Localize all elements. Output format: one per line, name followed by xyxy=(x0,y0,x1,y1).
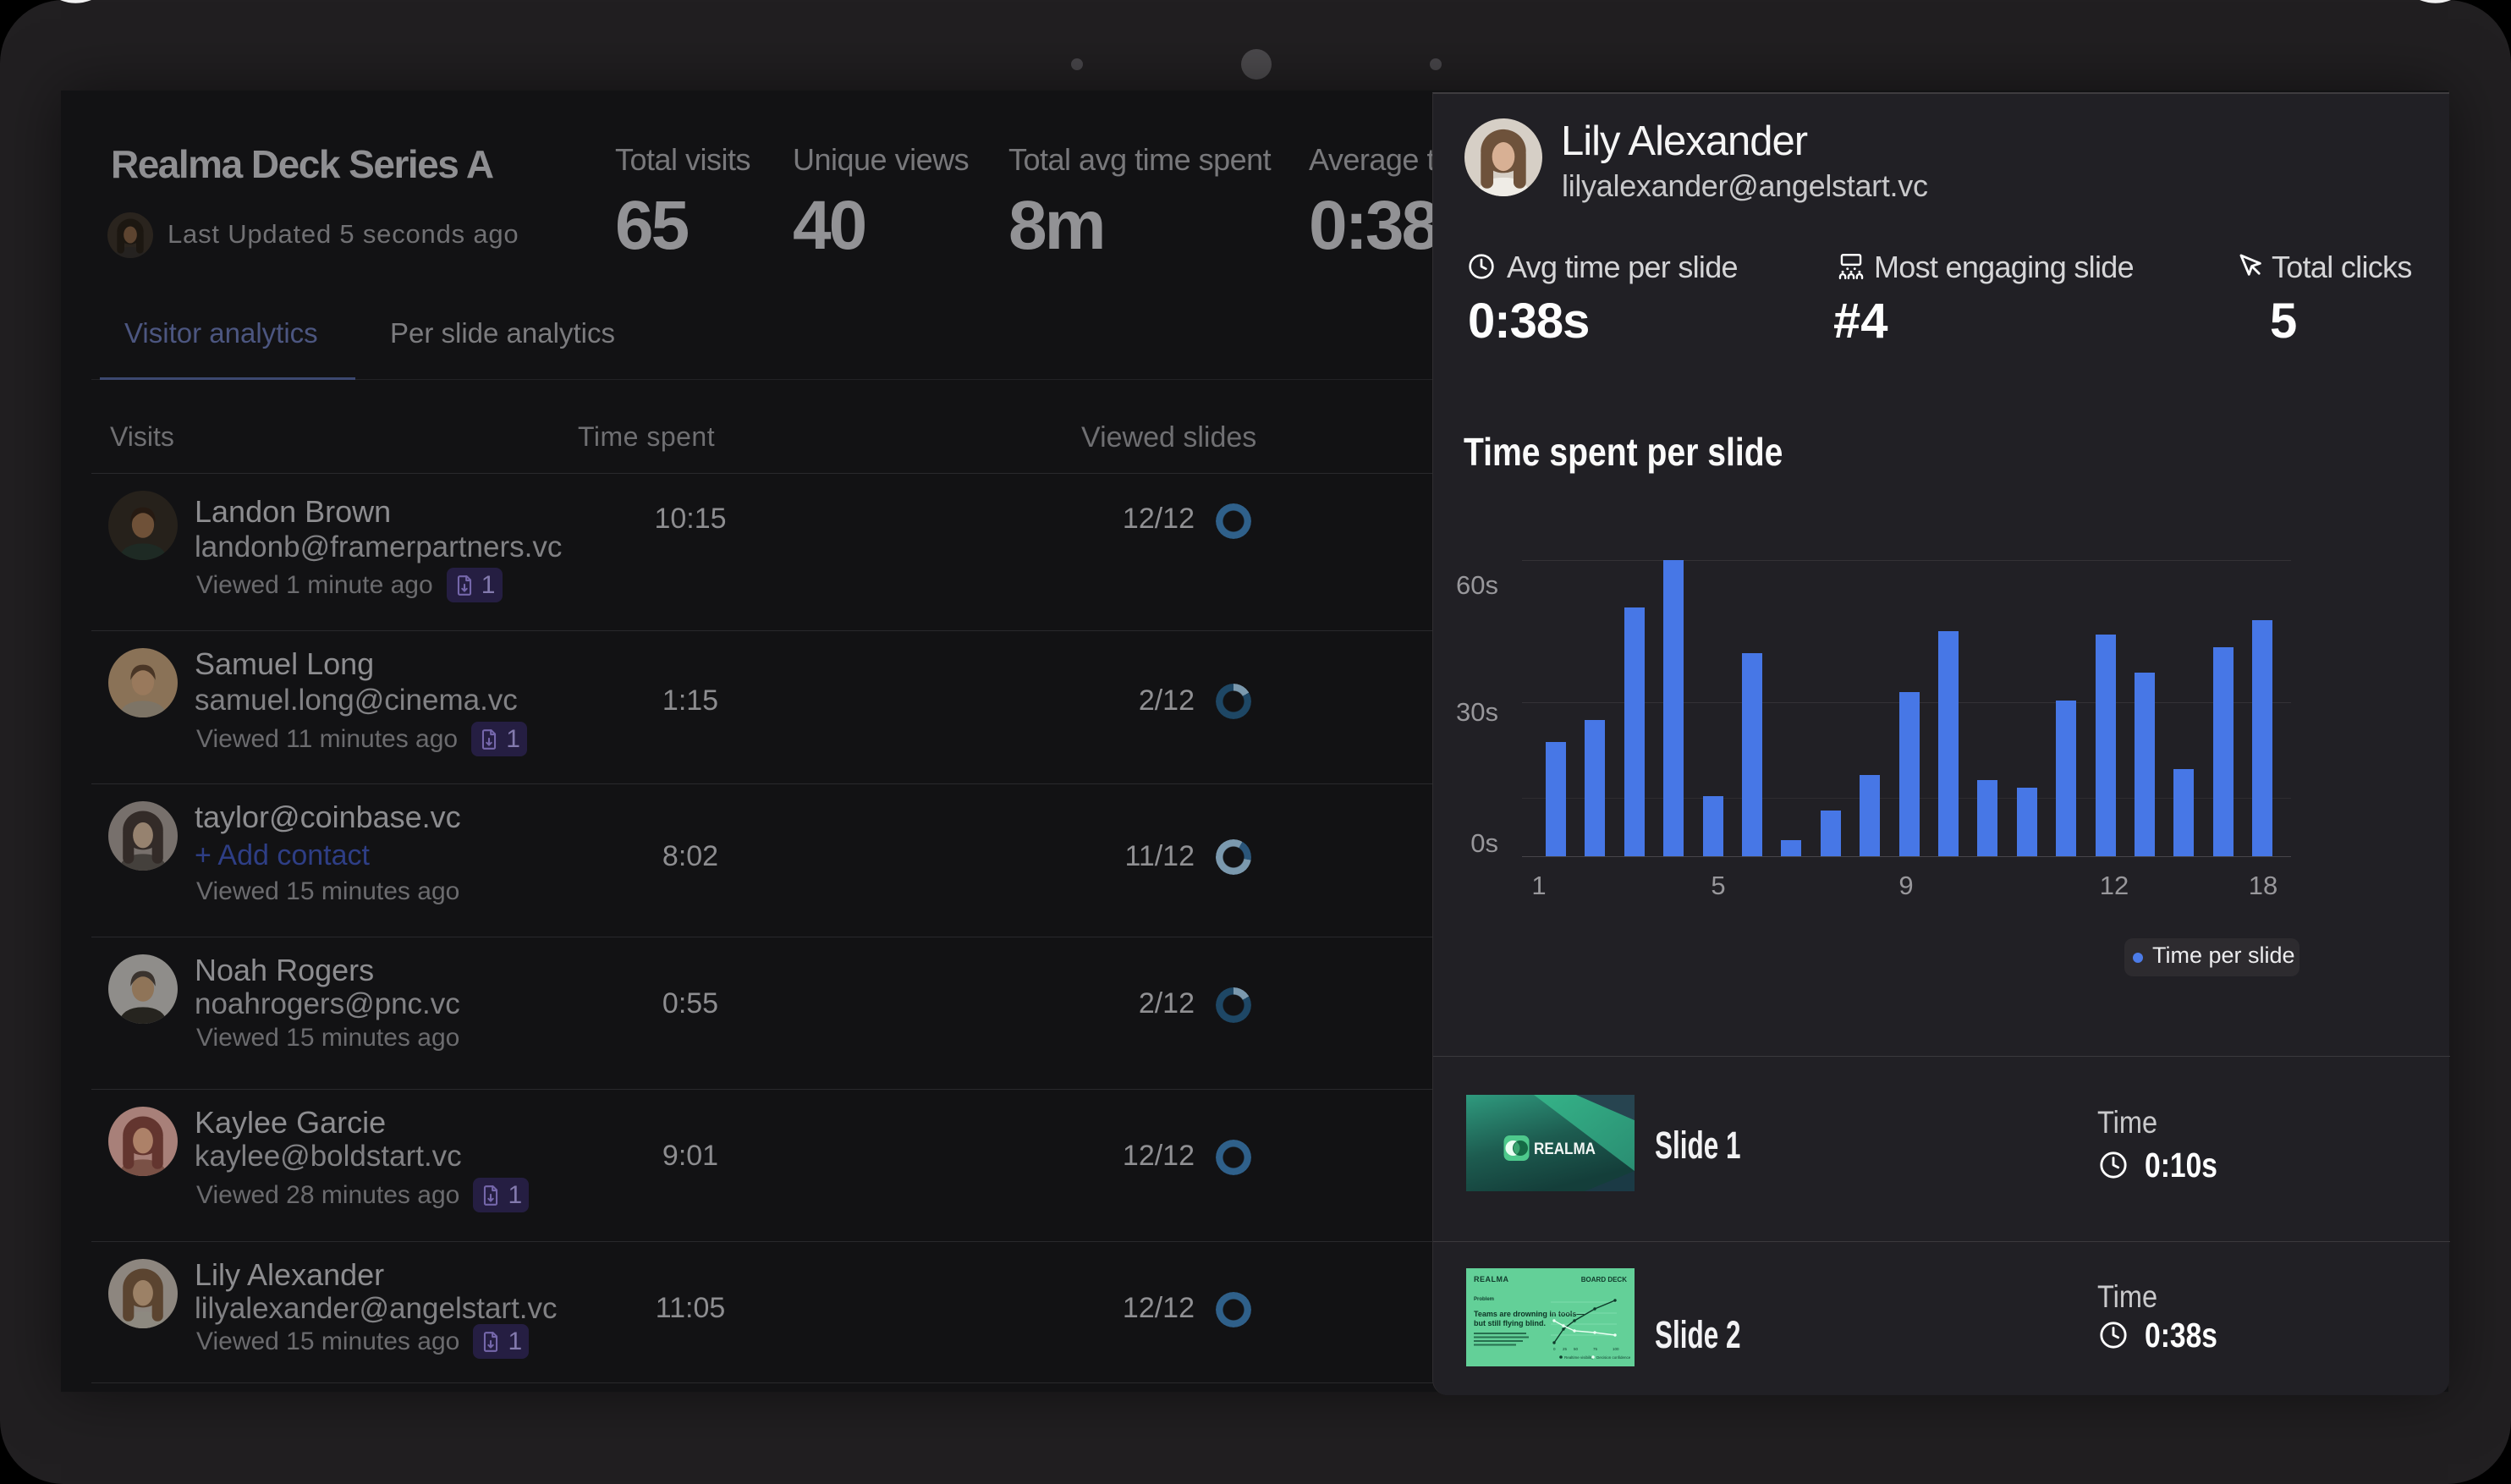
svg-text:but still flying blind.: but still flying blind. xyxy=(1474,1319,1546,1327)
svg-text:Teams are drowning in tools—: Teams are drowning in tools— xyxy=(1474,1310,1584,1318)
svg-text:75: 75 xyxy=(1593,1347,1598,1351)
svg-text:50: 50 xyxy=(1574,1347,1579,1351)
svg-text:REALMA: REALMA xyxy=(1534,1140,1596,1158)
svg-text:0: 0 xyxy=(1553,1347,1556,1351)
svg-text:BOARD DECK: BOARD DECK xyxy=(1581,1276,1627,1283)
svg-text:Realtime visibility: Realtime visibility xyxy=(1564,1355,1594,1360)
svg-text:Decision confidence: Decision confidence xyxy=(1596,1355,1631,1360)
svg-text:100: 100 xyxy=(1613,1347,1619,1351)
svg-text:REALMA: REALMA xyxy=(1474,1275,1509,1283)
svg-text:Problem: Problem xyxy=(1474,1297,1494,1302)
svg-text:25: 25 xyxy=(1563,1347,1568,1351)
